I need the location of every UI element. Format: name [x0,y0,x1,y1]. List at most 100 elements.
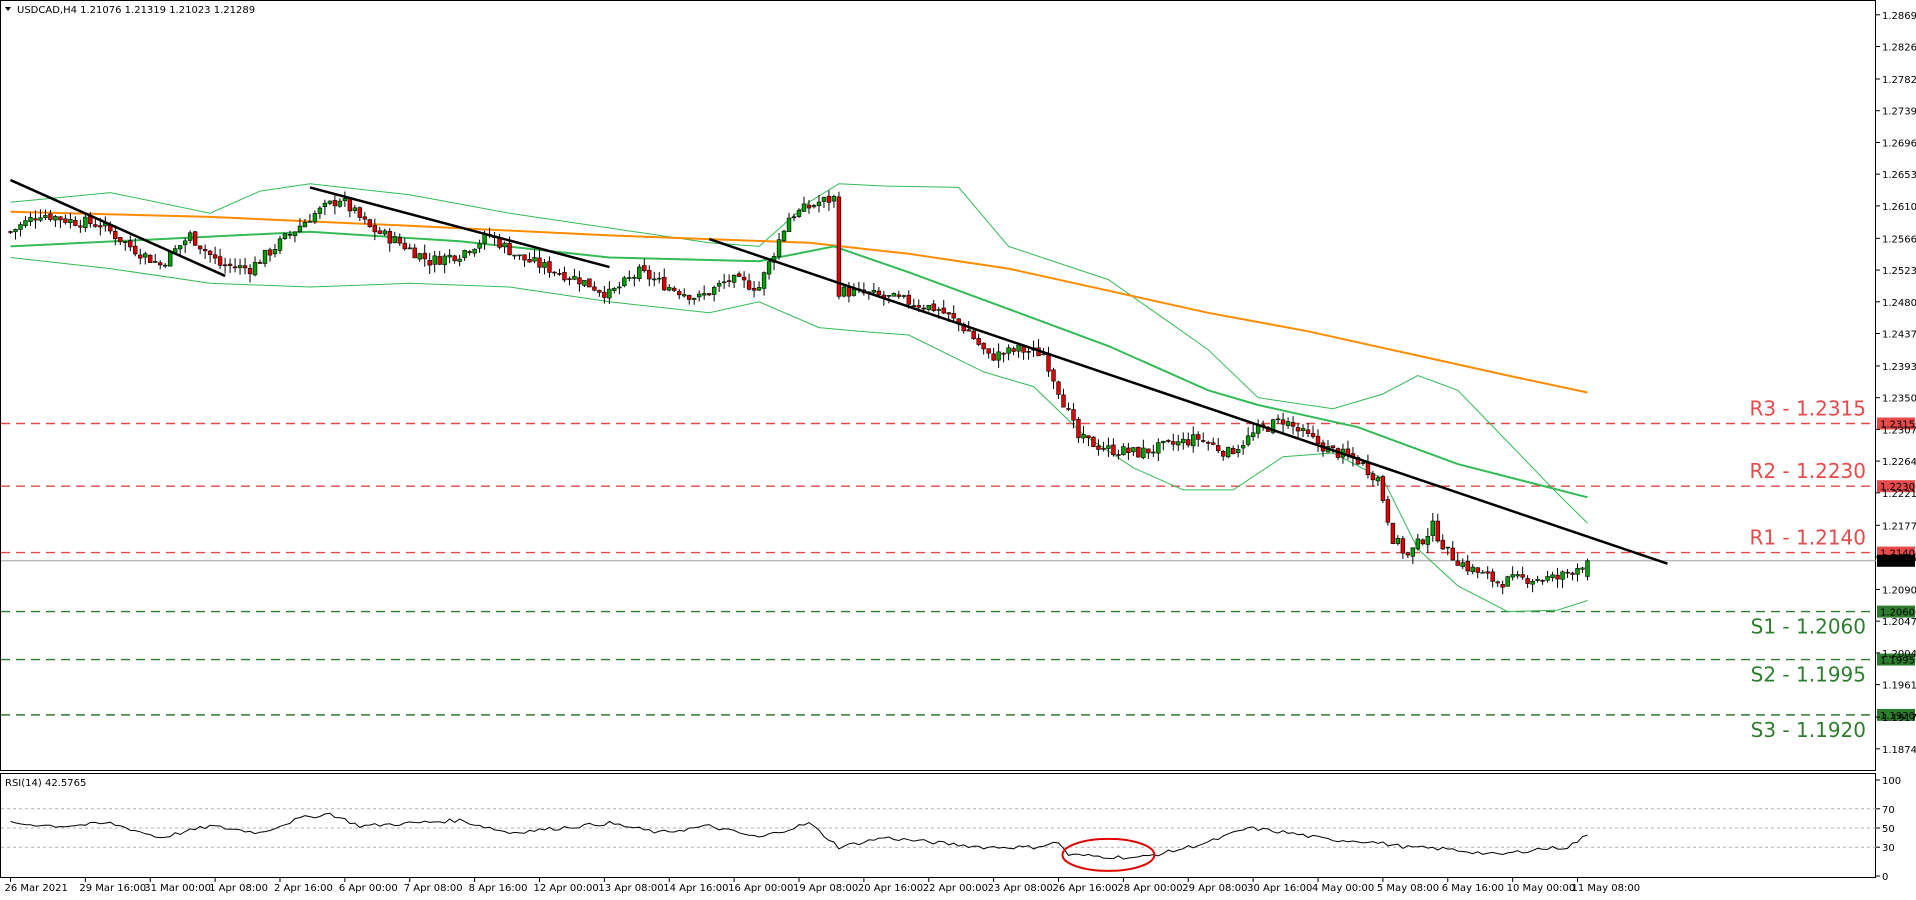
level-lines [1,422,1876,716]
candle-bear [232,266,238,269]
time-tick-label: 29 Mar 16:00 [79,883,146,894]
candle-bear [1525,578,1530,584]
candle-bear [507,242,512,256]
candle-bear [986,348,991,354]
price-tick-label: 1.20040 [1882,649,1916,660]
candle-bear [677,291,682,296]
candle-bull [292,231,298,237]
ma-mid-line [10,230,1588,499]
candle-bear [467,251,472,253]
candle-bull [1121,446,1126,456]
band-upper-line [10,183,1588,524]
candle-bull [632,276,637,279]
time-tick-label: 14 Apr 16:00 [663,883,728,894]
price-tick-label: 1.22210 [1882,489,1916,500]
candle-bull [996,351,1001,361]
candle-bear [1465,561,1470,572]
candle-bear [921,307,926,310]
candle-bull [711,286,717,295]
candle-bear [332,200,338,207]
candle-bull [432,255,437,265]
candle-bear [1136,446,1141,458]
level-label-support: S1 - 1.2060 [1751,615,1866,639]
candle-bear [896,294,902,297]
rsi-highlight-ellipse [1061,837,1156,872]
rsi-line [10,812,1588,860]
candle-bear [846,287,852,297]
candle-bull [167,251,173,267]
candle-bear [941,307,946,314]
level-price-tag-text: 1.19200 [1880,711,1916,722]
candle-bear [257,262,263,264]
candle-bull [1530,580,1535,585]
level-label-resistance: R1 - 1.2140 [1749,526,1866,550]
candle-bull [886,295,892,297]
candle-bull [532,257,537,262]
candle-bull [1300,428,1306,432]
candle-bull [731,274,737,283]
time-tick-label: 7 Apr 08:00 [404,883,463,894]
level-label-support: S2 - 1.1995 [1751,663,1866,687]
candle-bull [801,203,807,212]
time-tick-label: 5 May 08:00 [1377,883,1439,894]
candle-bull [627,277,632,279]
price-tick-label: 1.24800 [1882,298,1916,309]
candle-bear [1091,436,1096,448]
candle-bull [327,200,333,204]
candle-bear [1495,581,1500,584]
price-tick-label: 1.27820 [1882,75,1916,86]
candle-bull [786,217,792,233]
candle-bear [48,213,53,220]
candle-bull [143,253,148,258]
candle-bull [342,198,348,202]
price-tick-label: 1.23930 [1882,362,1916,373]
candle-bear [1201,440,1206,442]
candle-bear [1565,571,1570,574]
candle-bear [951,313,956,319]
candle-bear [537,257,542,268]
candle-bear [1450,547,1455,561]
candle-bull [667,287,672,291]
candle-bull [312,213,318,223]
candle-bull [407,247,412,250]
candle-bull [756,287,762,291]
candle-bear [1390,522,1396,544]
time-tick-label: 10 May 00:00 [1507,883,1576,894]
candle-bear [1220,450,1226,457]
candle-bull [851,289,857,296]
candle-bear [557,273,562,275]
current-price-tag [1877,554,1915,567]
candle-bear [267,249,273,256]
candle-bull [18,224,23,230]
level-price-tag-text: 1.22300 [1880,482,1916,493]
candle-bull [1250,432,1256,437]
candle-bear [1295,427,1301,432]
candle-bear [1101,448,1106,450]
candle-bear [1021,346,1026,353]
candle-bear [1475,567,1480,573]
collapse-triangle-icon[interactable] [5,7,11,11]
candle-bear [98,225,103,228]
rsi-tick-label: 70 [1882,805,1895,816]
candle-bull [871,290,877,293]
candle-bull [177,245,183,250]
candle-bull [282,233,288,239]
candle-bear [1230,448,1236,455]
candle-bear [113,231,118,240]
candle-bear [1290,422,1296,427]
time-tick-label: 12 Apr 00:00 [533,883,598,894]
level-price-tag [1877,653,1915,666]
trendline [9,178,226,278]
trendline [309,186,610,269]
candle-bull [617,286,622,289]
candle-bear [1126,447,1131,454]
candle-bear [133,245,138,255]
candle-bull [123,241,128,244]
candle-bear [192,231,198,246]
candle-bear [427,260,432,266]
candle-bear [128,240,133,248]
price-tick-label: 1.23070 [1882,425,1916,436]
level-price-tag-text: 1.23150 [1880,419,1916,430]
rsi-header: RSI(14) 42.5765 [5,778,86,789]
candle-bear [736,273,742,277]
